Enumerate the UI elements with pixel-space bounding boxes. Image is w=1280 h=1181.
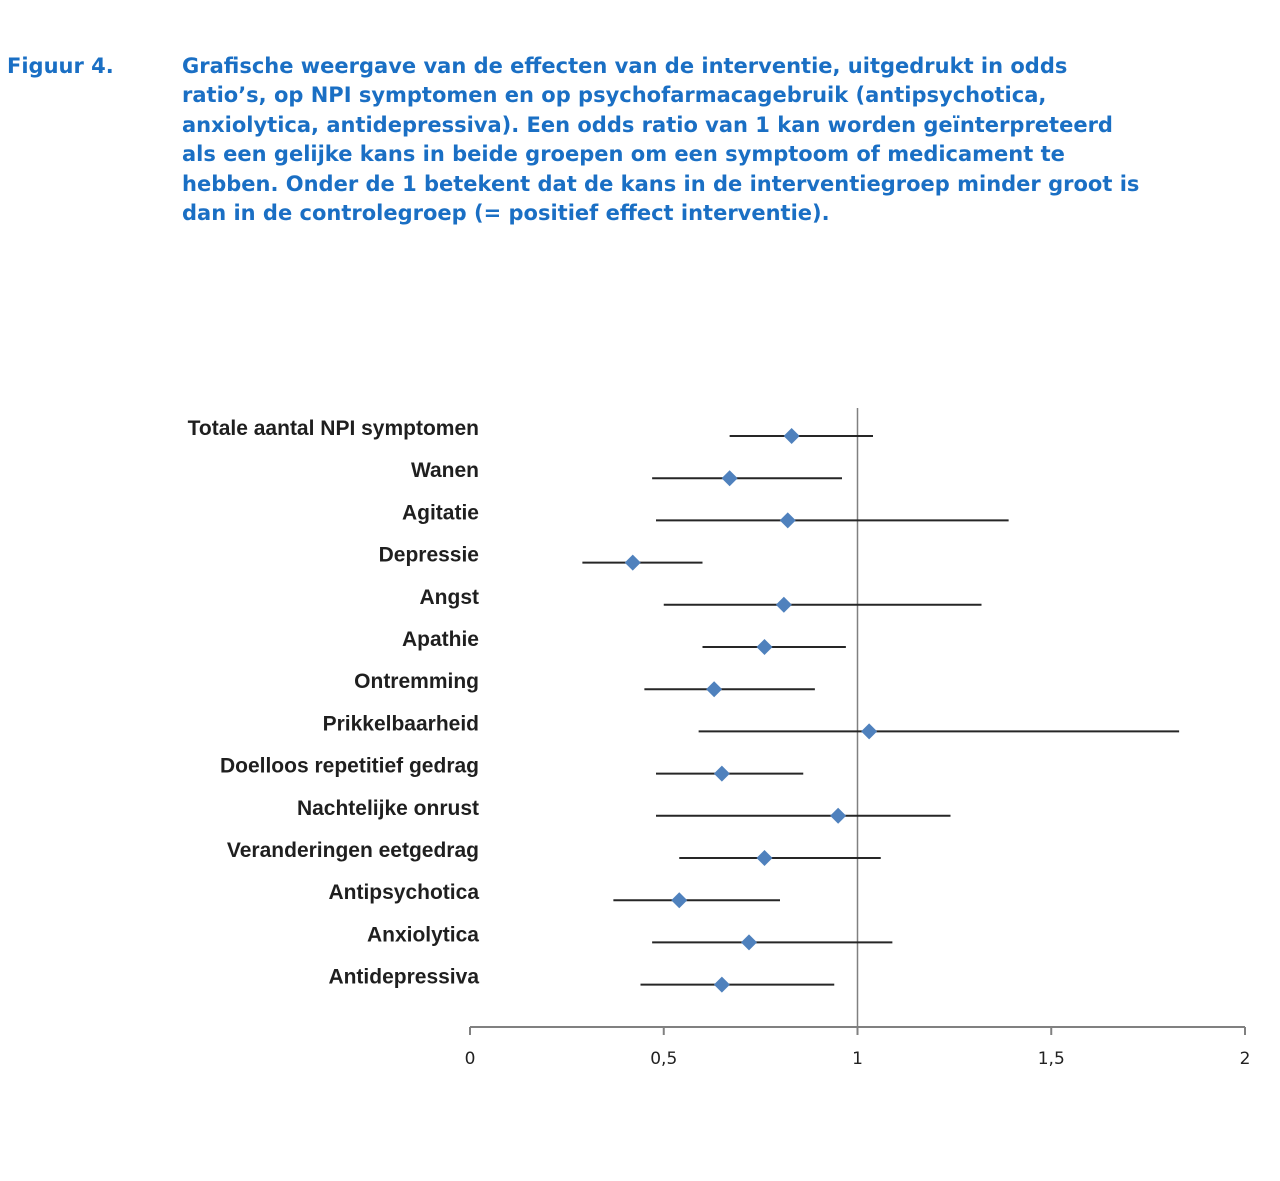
- category-label: Prikkelbaarheid: [323, 712, 479, 735]
- category-label: Wanen: [411, 459, 479, 482]
- category-label: Totale aantal NPI symptomen: [188, 417, 479, 440]
- forest-row: Anxiolytica: [367, 923, 893, 951]
- forest-row: Veranderingen eetgedrag: [227, 839, 881, 866]
- forest-row: Antidepressiva: [328, 966, 835, 993]
- x-tick-label: 2: [1240, 1049, 1251, 1069]
- forest-row: Angst: [420, 586, 982, 613]
- category-label: Ontremming: [354, 670, 479, 693]
- category-label: Antidepressiva: [328, 966, 479, 989]
- figure-caption-text: Grafische weergave van de effecten van d…: [182, 54, 1140, 226]
- estimate-marker: [779, 512, 796, 529]
- category-label: Veranderingen eetgedrag: [227, 839, 479, 862]
- category-label: Anxiolytica: [367, 923, 479, 946]
- forest-row: Depressie: [379, 544, 703, 571]
- estimate-marker: [713, 765, 730, 782]
- category-label: Angst: [420, 586, 480, 609]
- forest-row: Ontremming: [354, 670, 815, 698]
- category-label: Agitatie: [402, 501, 479, 524]
- forest-row: Doelloos repetitief gedrag: [220, 755, 804, 782]
- category-label: Doelloos repetitief gedrag: [220, 755, 479, 778]
- category-label: Antipsychotica: [328, 881, 479, 904]
- forest-row: Nachtelijke onrust: [297, 797, 951, 824]
- estimate-marker: [830, 807, 847, 824]
- x-tick-label: 0: [465, 1049, 476, 1069]
- forest-row: Apathie: [402, 628, 846, 655]
- estimate-marker: [861, 723, 878, 740]
- estimate-marker: [721, 470, 738, 487]
- forest-row: Wanen: [411, 459, 842, 487]
- estimate-marker: [783, 428, 800, 444]
- figure-number: Figuur 4.: [7, 54, 114, 78]
- forest-row: Agitatie: [402, 501, 1009, 529]
- estimate-marker: [756, 639, 773, 655]
- estimate-marker: [706, 681, 723, 698]
- estimate-marker: [756, 850, 773, 866]
- estimate-marker: [741, 934, 757, 951]
- category-label: Depressie: [379, 544, 479, 567]
- estimate-marker: [713, 976, 730, 993]
- forest-row: Prikkelbaarheid: [323, 712, 1180, 740]
- forest-row: Totale aantal NPI symptomen: [188, 417, 873, 444]
- estimate-marker: [624, 554, 641, 571]
- forest-row: Antipsychotica: [328, 881, 780, 909]
- estimate-marker: [775, 596, 792, 613]
- estimate-marker: [671, 892, 688, 909]
- category-label: Apathie: [402, 628, 479, 651]
- category-label: Nachtelijke onrust: [297, 797, 479, 820]
- x-tick-label: 1,5: [1038, 1049, 1065, 1069]
- x-tick-label: 0,5: [650, 1049, 677, 1069]
- x-tick-label: 1: [852, 1049, 863, 1069]
